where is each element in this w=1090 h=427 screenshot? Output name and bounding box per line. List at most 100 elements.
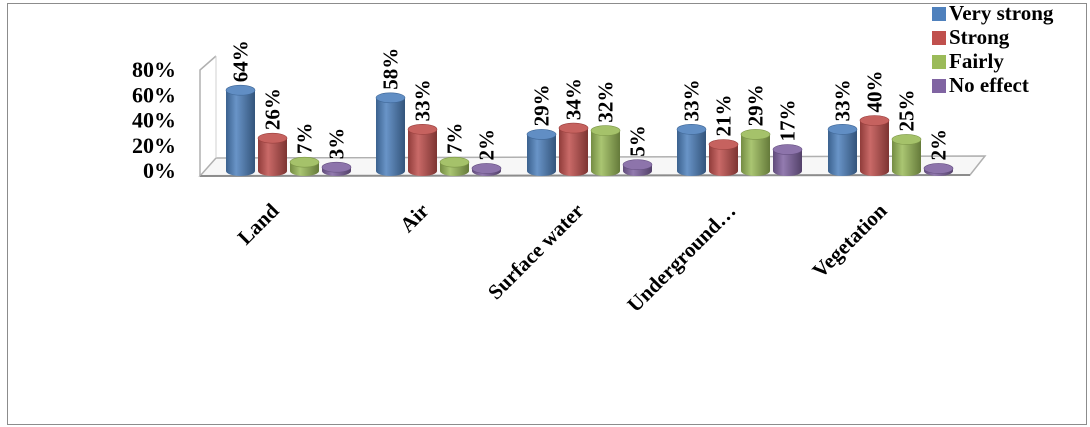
bar bbox=[772, 144, 803, 176]
bar-body bbox=[226, 90, 255, 176]
bar-cap bbox=[622, 159, 653, 170]
data-label: 32% bbox=[594, 81, 618, 123]
data-label: 2% bbox=[475, 129, 499, 161]
bar-body bbox=[677, 129, 706, 176]
data-label: 40% bbox=[863, 71, 887, 113]
legend-label: Strong bbox=[949, 25, 1010, 49]
bar-cap bbox=[471, 163, 502, 174]
y-tick-label: 60% bbox=[132, 82, 176, 107]
data-label: 29% bbox=[530, 84, 554, 126]
legend-swatch bbox=[932, 55, 946, 69]
y-tick-label: 40% bbox=[132, 108, 176, 133]
data-label: 21% bbox=[712, 94, 736, 136]
bar bbox=[225, 84, 256, 176]
legend-item: Strong bbox=[932, 25, 1010, 49]
data-label: 2% bbox=[927, 129, 951, 161]
legend-item: Very strong bbox=[932, 1, 1054, 25]
data-label: 26% bbox=[261, 88, 285, 130]
bar-cap bbox=[407, 124, 438, 135]
legend-label: No effect bbox=[949, 73, 1029, 97]
bar-cap bbox=[708, 139, 739, 150]
bar-body bbox=[408, 129, 437, 176]
data-label: 58% bbox=[379, 48, 403, 90]
y-tick-label: 80% bbox=[132, 57, 176, 82]
x-axis-labels: Land Air Surface water Underground… Vegetati… bbox=[233, 198, 892, 316]
y-tick-label: 0% bbox=[143, 158, 176, 183]
bar-cap bbox=[859, 115, 890, 126]
bar bbox=[471, 163, 502, 176]
legend-swatch bbox=[932, 79, 946, 93]
bar-cap bbox=[676, 124, 707, 135]
bar-cap bbox=[257, 132, 288, 144]
bar-body bbox=[527, 134, 556, 176]
category-label: Vegetation bbox=[807, 198, 891, 282]
bar-body bbox=[559, 128, 588, 176]
bar bbox=[375, 92, 406, 176]
bar-body bbox=[892, 139, 921, 176]
data-label: 7% bbox=[293, 123, 317, 155]
bar-body bbox=[741, 134, 770, 176]
chart-frame bbox=[7, 3, 1087, 425]
bar-cap bbox=[772, 144, 803, 155]
y-tick-label: 20% bbox=[132, 133, 176, 158]
bar-body bbox=[709, 144, 738, 176]
bar bbox=[891, 134, 922, 176]
bar bbox=[590, 125, 621, 176]
bar bbox=[827, 124, 858, 176]
legend-label: Very strong bbox=[949, 1, 1054, 25]
category-label: Underground… bbox=[622, 199, 740, 317]
bar-body bbox=[591, 130, 620, 176]
legend-item: No effect bbox=[932, 73, 1029, 97]
data-label: 17% bbox=[776, 100, 800, 142]
legend-swatch bbox=[932, 7, 946, 21]
bar-cap bbox=[558, 122, 589, 134]
data-label: 5% bbox=[626, 125, 650, 157]
bar-cap bbox=[740, 129, 771, 140]
data-label: 7% bbox=[443, 123, 467, 155]
data-label: 25% bbox=[895, 89, 919, 131]
bar-cap bbox=[225, 84, 256, 96]
bar-cap bbox=[289, 156, 320, 168]
bar bbox=[257, 132, 288, 176]
bar bbox=[859, 115, 890, 176]
bar-cap bbox=[321, 161, 352, 173]
category-label: Air bbox=[395, 199, 433, 237]
bar-body bbox=[376, 97, 405, 176]
data-label: 64% bbox=[229, 40, 253, 82]
data-labels: 64%26%7% 3%58%33%7% 2%29% 34% 32%5%33% 21% 29%… bbox=[229, 40, 951, 160]
bar-body bbox=[773, 149, 802, 176]
floor-front-edge bbox=[199, 174, 971, 177]
bar bbox=[622, 159, 653, 176]
bar-body bbox=[860, 120, 889, 176]
legend-swatch bbox=[932, 31, 946, 45]
bars bbox=[225, 84, 954, 176]
bar-cap bbox=[923, 163, 954, 174]
bar-cap bbox=[590, 125, 621, 136]
bar bbox=[740, 129, 771, 176]
bar bbox=[708, 139, 739, 176]
category-label: Surface water bbox=[483, 199, 589, 305]
bar bbox=[289, 156, 320, 176]
bar-cap bbox=[375, 92, 406, 104]
y-axis: 0%20%40%60%80% bbox=[132, 55, 217, 183]
bar bbox=[439, 156, 470, 176]
bar bbox=[407, 124, 438, 176]
category-label: Land bbox=[233, 198, 284, 249]
data-label: 33% bbox=[411, 79, 435, 121]
y-axis-line bbox=[199, 55, 217, 176]
bar bbox=[676, 124, 707, 176]
bar-body bbox=[828, 129, 857, 176]
bar bbox=[526, 129, 557, 176]
bar-cap bbox=[526, 129, 557, 140]
bar bbox=[923, 163, 954, 176]
data-label: 34% bbox=[562, 78, 586, 120]
bar-body bbox=[258, 138, 287, 176]
data-label: 29% bbox=[744, 84, 768, 126]
data-label: 33% bbox=[831, 79, 855, 121]
bar bbox=[558, 122, 589, 176]
bar-cap bbox=[891, 134, 922, 145]
data-label: 33% bbox=[680, 79, 704, 121]
legend-item: Fairly bbox=[932, 49, 1004, 73]
